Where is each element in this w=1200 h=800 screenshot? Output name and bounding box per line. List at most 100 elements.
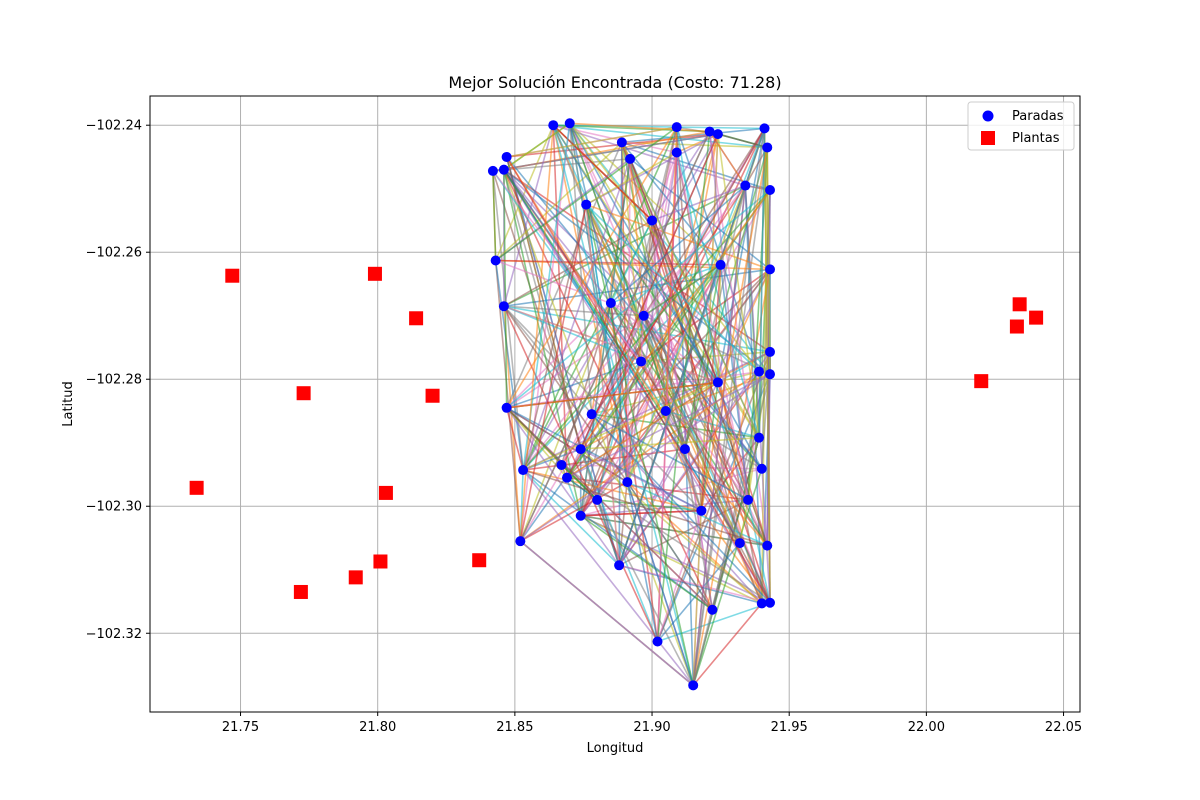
paradas-point	[743, 494, 754, 505]
route-segment	[692, 437, 760, 686]
route-edges	[492, 122, 771, 686]
paradas-point	[652, 636, 663, 647]
route-segment	[651, 220, 741, 544]
route-segment	[561, 464, 771, 604]
route-segment	[503, 305, 628, 483]
plantas-point	[296, 386, 311, 401]
route-segment	[505, 156, 771, 604]
legend-label-paradas: Paradas	[1012, 109, 1064, 124]
paradas-point	[575, 510, 586, 521]
route-segment	[596, 499, 694, 686]
x-tick-label: 22.05	[1045, 720, 1082, 735]
paradas-point	[679, 444, 690, 455]
route-segment	[553, 124, 768, 149]
paradas-point	[756, 598, 767, 609]
paradas-point	[660, 405, 671, 416]
route-segment	[580, 189, 771, 450]
route-segment	[492, 170, 749, 501]
paradas-point	[501, 151, 512, 162]
route-segment	[580, 515, 763, 605]
route-segment	[522, 469, 620, 566]
route-segment	[522, 469, 768, 547]
paradas-point	[765, 264, 775, 275]
paradas-point	[548, 120, 559, 131]
plantas-point	[1009, 319, 1024, 334]
route-segment	[506, 381, 718, 409]
route-segment	[552, 125, 568, 478]
route-segment	[506, 302, 612, 409]
route-segment	[717, 133, 760, 438]
legend-label-plantas: Plantas	[1012, 131, 1060, 146]
paradas-point	[756, 463, 767, 474]
paradas-point	[561, 472, 572, 483]
x-tick-label: 22.00	[908, 720, 945, 735]
route-segment	[618, 142, 623, 566]
route-segment	[708, 131, 749, 500]
route-segment	[596, 264, 722, 501]
route-segment	[700, 382, 719, 511]
paradas-point	[638, 310, 649, 321]
plantas-point	[974, 374, 989, 389]
paradas-point	[498, 164, 509, 175]
x-tick-label: 21.75	[222, 720, 259, 735]
y-tick-label: −102.32	[86, 627, 142, 642]
plantas-point	[225, 268, 240, 283]
plot-frame	[149, 95, 1081, 713]
plantas-point	[378, 485, 393, 500]
route-segment	[626, 481, 694, 686]
route-segment	[744, 185, 771, 603]
y-tick-label: −102.26	[86, 246, 142, 261]
paradas-point	[765, 184, 775, 195]
route-segment	[692, 602, 763, 686]
route-segment	[495, 126, 678, 262]
route-segment	[505, 407, 524, 471]
route-segment	[643, 315, 703, 511]
route-segment	[610, 302, 771, 604]
route-segment	[506, 407, 713, 611]
route-segment	[503, 169, 508, 408]
route-segment	[684, 448, 768, 547]
paradas-point	[762, 142, 773, 153]
route-segment	[519, 481, 628, 542]
y-tick-label: −102.24	[86, 119, 142, 134]
paradas-point	[605, 298, 616, 309]
route-segment	[640, 315, 645, 362]
paradas-point	[740, 180, 751, 191]
paradas-point	[765, 346, 775, 357]
route-segment	[629, 158, 645, 316]
route-segment	[522, 469, 694, 686]
route-segment	[503, 305, 659, 642]
paradas-point	[575, 444, 586, 455]
route-segment	[651, 184, 746, 222]
paradas-point	[616, 137, 627, 148]
route-segment	[585, 203, 771, 271]
route-segment	[519, 373, 771, 542]
route-segment	[610, 184, 746, 304]
route-segment	[519, 540, 694, 686]
route-segment	[643, 315, 771, 604]
y-tick-label: −102.30	[86, 500, 142, 515]
route-segment	[579, 448, 620, 566]
route-segment	[656, 510, 703, 642]
y-tick-label: −102.28	[86, 373, 142, 388]
paradas-point	[498, 301, 509, 312]
plantas-point	[189, 480, 204, 495]
route-segment	[505, 142, 623, 409]
paradas-point	[501, 402, 512, 413]
route-segment	[747, 499, 771, 603]
route-segment	[503, 169, 686, 450]
route-segment	[492, 170, 497, 261]
paradas-point	[715, 259, 726, 270]
paradas-point	[592, 494, 603, 505]
route-segment	[566, 381, 719, 479]
route-segment	[626, 481, 659, 642]
paradas-point	[622, 477, 633, 488]
route-segment	[708, 131, 769, 546]
route-segment	[675, 126, 719, 383]
legend-marker-plantas	[981, 131, 995, 145]
paradas-point	[671, 122, 682, 133]
route-segment	[503, 305, 593, 415]
paradas-point	[671, 147, 682, 158]
paradas-point	[556, 459, 567, 470]
